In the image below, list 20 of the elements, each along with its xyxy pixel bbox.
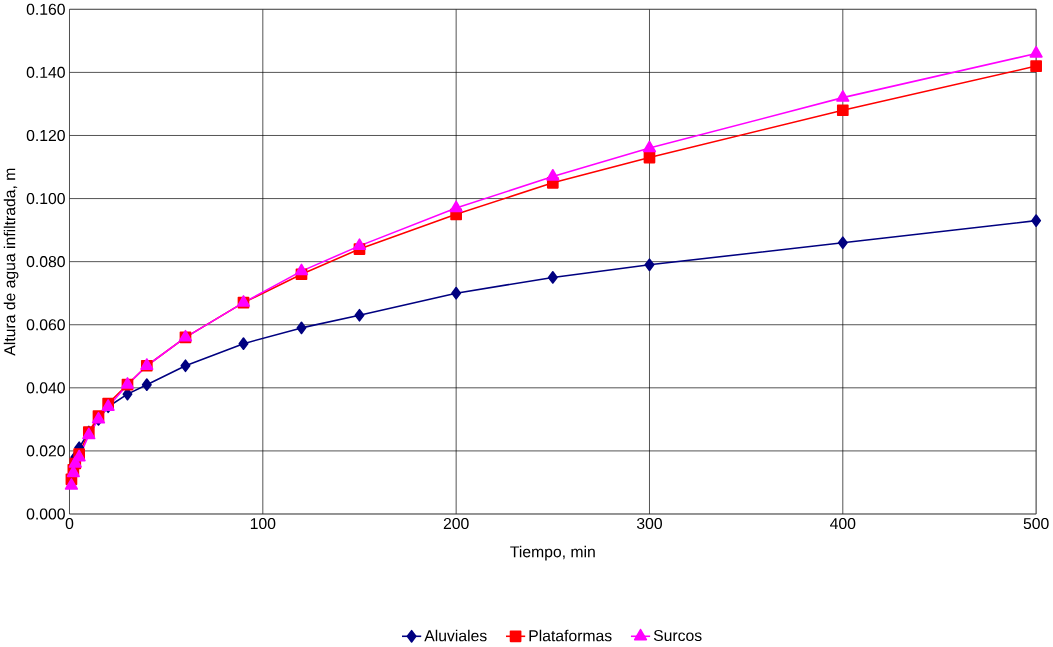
legend-label: Surcos <box>653 629 702 641</box>
legend-label: Plataformas <box>529 629 612 642</box>
x-tick-label: 400 <box>830 517 856 529</box>
y-tick-label: 0.040 <box>26 382 65 394</box>
y-tick-label: 0.160 <box>26 3 65 15</box>
x-tick-label: 300 <box>636 517 662 529</box>
y-tick-label: 0.140 <box>26 66 65 78</box>
y-axis-title: Altura de agua infiltrada, m <box>3 168 19 356</box>
x-tick-label: 500 <box>1023 517 1049 529</box>
y-tick-label: 0.000 <box>26 508 65 520</box>
x-axis-title: Tiempo, min <box>510 545 595 561</box>
y-tick-label: 0.060 <box>26 319 65 331</box>
y-tick-label: 0.100 <box>26 192 65 204</box>
y-tick-label: 0.080 <box>26 255 65 268</box>
y-tick-label: 0.020 <box>26 445 65 457</box>
x-tick-label: 0 <box>65 517 74 529</box>
x-tick-label: 100 <box>250 517 276 529</box>
x-tick-label: 200 <box>443 517 469 529</box>
legend-label: Aluviales <box>424 629 487 642</box>
y-tick-label: 0.120 <box>26 129 65 141</box>
